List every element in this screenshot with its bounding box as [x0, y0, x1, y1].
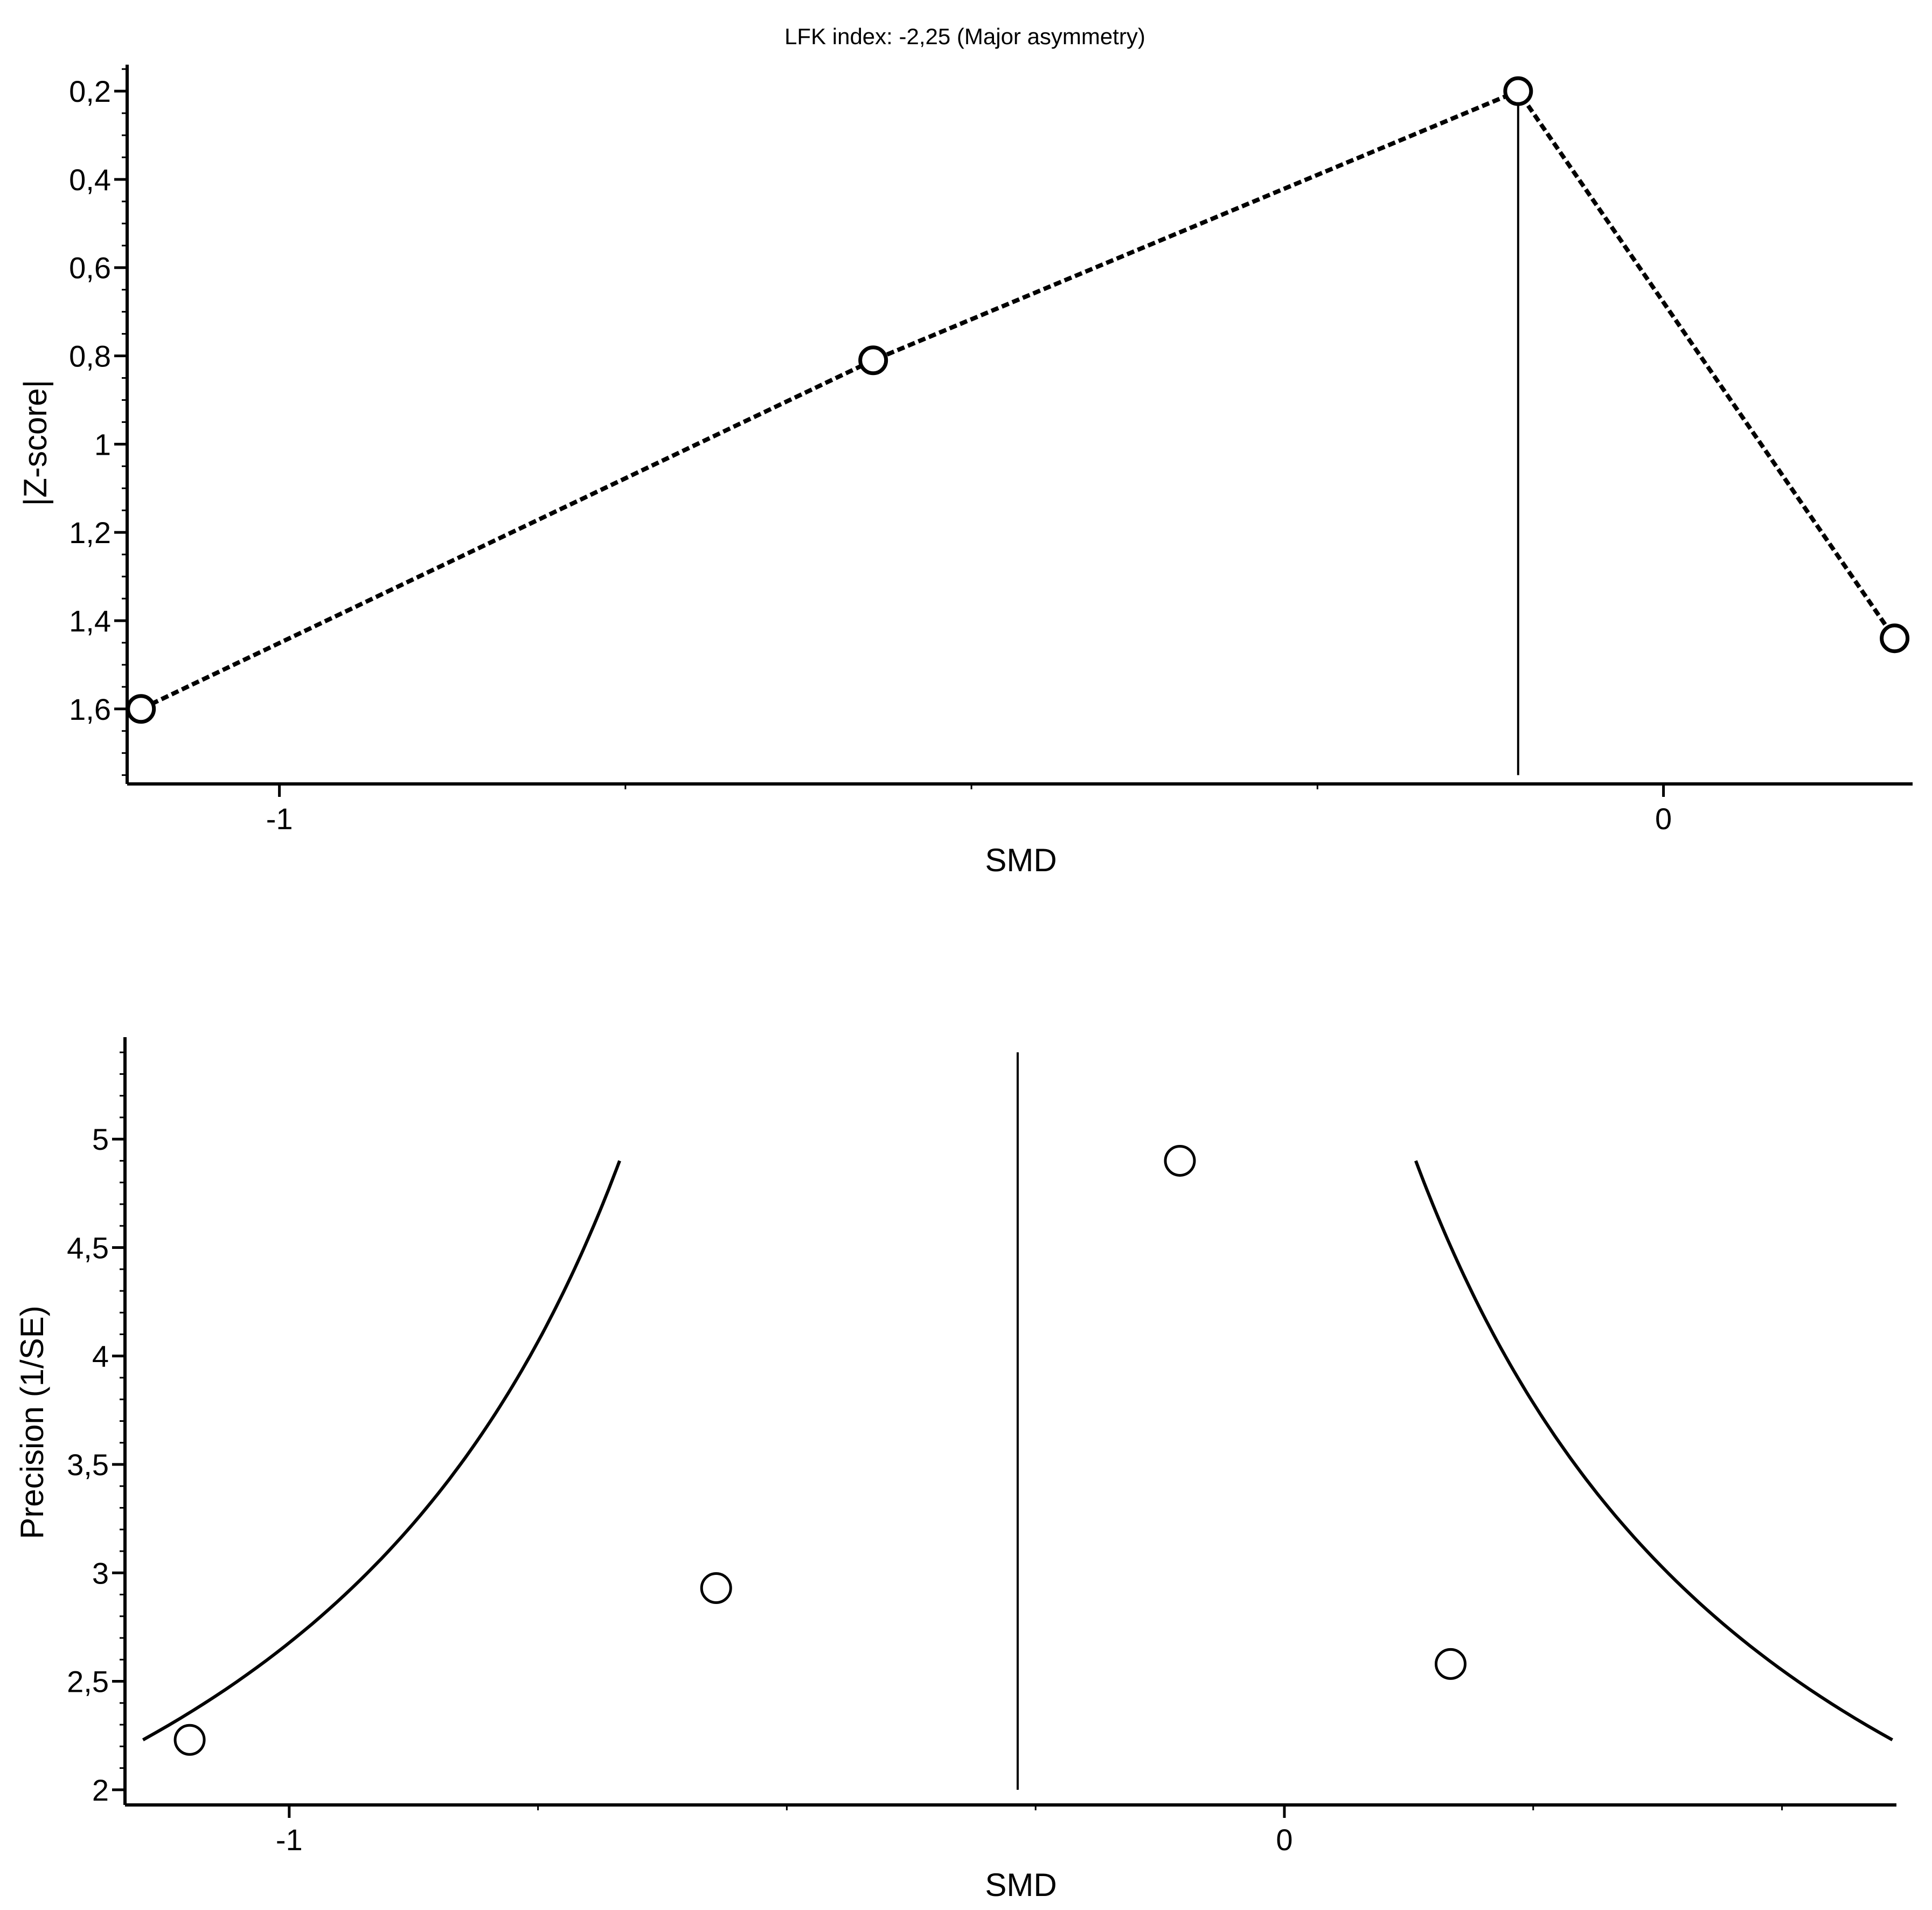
doi-plot-y-tick-label: 0,2 [69, 74, 111, 108]
funnel-plot: 2 2,5 3 3,5 4 4,5 5 -1 0 SMD Precision (1/SE) [14, 1037, 1896, 1903]
funnel-plot-left-limit [142, 1160, 621, 1741]
doi-plot-x-tick-label: 0 [1655, 802, 1672, 836]
funnel-plot-y-tick-label: 3,5 [67, 1448, 109, 1482]
funnel-plot-y-tick-label: 4 [92, 1339, 109, 1373]
doi-plot-y-tick-label: 0,6 [69, 251, 111, 285]
funnel-plot-x-tick-label: -1 [276, 1823, 303, 1857]
doi-plot-y-tick-label: 0,4 [69, 163, 111, 197]
doi-plot-y-tick-label: 0,8 [69, 339, 111, 373]
doi-plot-x-tick-label: -1 [266, 802, 293, 836]
doi-plot-y-axis-label: |Z-score| [17, 380, 53, 506]
doi-plot-y-tick-label: 1,4 [69, 604, 111, 638]
doi-plot-study-point [126, 694, 156, 724]
doi-plot-study-point [858, 345, 888, 376]
doi-plot-y-tick-label: 1,2 [69, 516, 111, 550]
funnel-plot-right-limit [1414, 1160, 1893, 1741]
funnel-plot-y-tick-label: 3 [92, 1556, 109, 1590]
funnel-plot-y-tick-label: 4,5 [67, 1231, 109, 1265]
funnel-plot-study-point [1434, 1648, 1467, 1680]
funnel-plot-study-point [1164, 1144, 1196, 1177]
funnel-plot-study-point [173, 1724, 206, 1756]
funnel-plot-points [173, 1144, 1467, 1756]
doi-plot-title: LFK index: -2,25 (Major asymmetry) [784, 24, 1145, 49]
doi-plot-study-point [1880, 623, 1910, 654]
funnel-plot-y-tick-label: 2 [92, 1773, 109, 1807]
funnel-plot-x-axis-label: SMD [985, 1867, 1057, 1903]
doi-plot-study-point [1503, 76, 1533, 106]
doi-plot-x-axis-label: SMD [985, 842, 1057, 878]
doi-plot-y-tick-label: 1,6 [69, 692, 111, 726]
funnel-plot-study-point [700, 1572, 732, 1604]
funnel-plot-y-tick-label: 2,5 [67, 1665, 109, 1699]
funnel-plot-y-tick-label: 5 [92, 1122, 109, 1156]
funnel-plot-ticks: 2 2,5 3 3,5 4 4,5 5 -1 0 [67, 1051, 1783, 1857]
doi-plot: LFK index: -2,25 (Major asymmetry) 0,2 0,… [17, 24, 1913, 878]
funnel-plot-x-tick-label: 0 [1276, 1823, 1292, 1857]
doi-plot-y-tick-label: 1 [94, 427, 111, 461]
funnel-plot-y-axis-label: Precision (1/SE) [14, 1305, 50, 1539]
doi-plot-series-line [140, 88, 1896, 711]
